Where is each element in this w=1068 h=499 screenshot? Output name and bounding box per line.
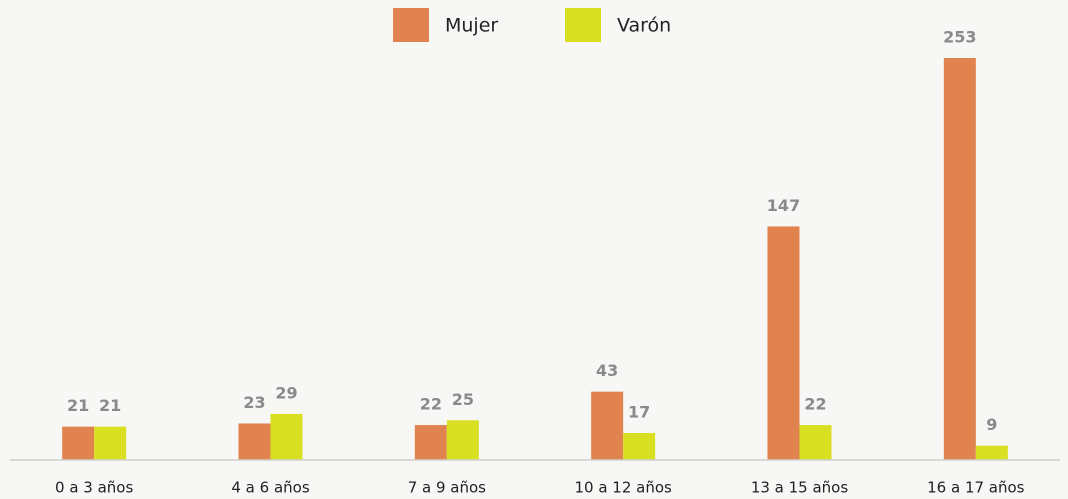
data-label: 23 [243,393,265,412]
bar [94,426,127,460]
x-tick-label: 4 a 6 años [231,479,309,497]
bar [943,58,976,460]
x-tick-label: 0 a 3 años [55,479,133,497]
bar [591,391,624,460]
bar [446,420,479,460]
legend-swatch [565,8,601,42]
legend-swatch [393,8,429,42]
data-label: 253 [943,28,976,47]
data-label: 25 [452,390,474,409]
bar [414,425,447,460]
bar [767,226,800,460]
data-label: 22 [420,395,442,414]
data-label: 9 [986,415,997,434]
data-label: 147 [767,196,800,215]
bar [975,445,1008,460]
legend-label: Mujer [445,15,498,37]
bar [623,432,656,460]
data-label: 22 [804,395,826,414]
x-tick-label: 7 a 9 años [408,479,486,497]
bar [799,425,832,460]
bar [62,426,95,460]
data-label: 29 [275,383,297,402]
bar [270,413,303,460]
x-tick-label: 16 a 17 años [927,479,1025,497]
x-tick-label: 13 a 15 años [751,479,849,497]
data-label: 17 [628,402,650,421]
x-tick-label: 10 a 12 años [574,479,672,497]
data-label: 43 [596,361,618,380]
legend-label: Varón [617,15,671,37]
data-label: 21 [99,396,121,415]
bar [238,423,271,460]
data-label: 21 [67,396,89,415]
